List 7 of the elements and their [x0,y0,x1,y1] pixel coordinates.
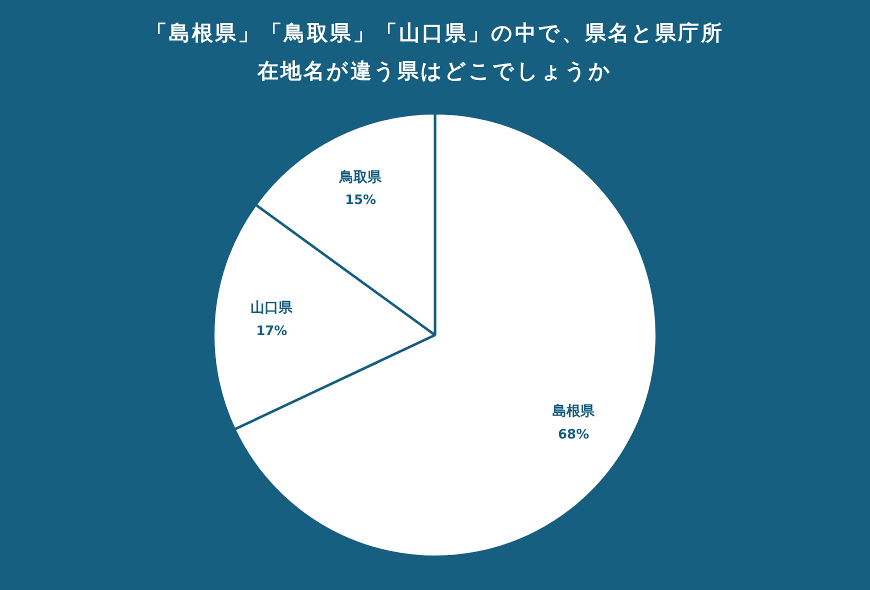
slice-label: 鳥取県 [338,169,382,186]
data-label: 17% [256,324,288,339]
slice-label: 島根県 [552,404,596,420]
chart-title: 「島根県」「鳥取県」「山口県」の中で、県名と県庁所在地名が違う県はどこでしょうか [145,20,725,85]
slice-label: 山口県 [250,300,294,316]
data-label: 68% [558,427,590,442]
data-label: 15% [344,193,376,208]
